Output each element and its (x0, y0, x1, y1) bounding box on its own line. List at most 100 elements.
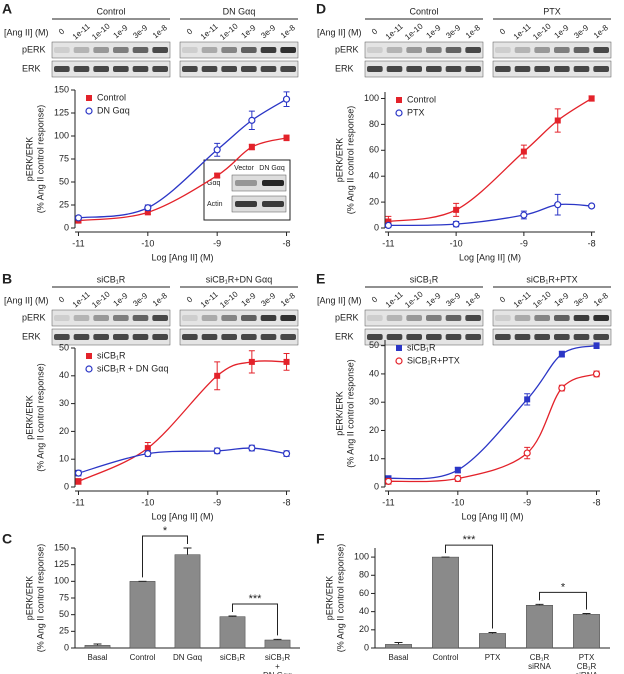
marker (248, 116, 256, 124)
blot-dose: 1e-9 (240, 291, 258, 309)
blot-dose: 3e-9 (572, 291, 590, 309)
blot-band (367, 315, 383, 321)
marker (283, 134, 290, 141)
y-tick-label: 100 (364, 93, 379, 103)
y-tick-label: 25 (59, 199, 69, 209)
panel-label: A (2, 1, 12, 17)
y-axis-label: pERK/ERK (334, 391, 344, 436)
blot-dose: 1e-10 (90, 21, 112, 41)
bar (526, 605, 553, 649)
blot-dose: 3e-9 (444, 291, 462, 309)
blot-band (534, 47, 550, 53)
blot-band (221, 66, 237, 72)
blot-band (514, 334, 531, 340)
marker (213, 146, 221, 154)
x-tick-label: -11 (72, 238, 84, 248)
blot-band (367, 334, 383, 340)
blot-band (201, 315, 218, 321)
blot-band (280, 315, 296, 321)
blot-band (367, 47, 383, 53)
marker (523, 449, 531, 457)
blot-dose: 0 (185, 26, 195, 36)
significance-bracket (142, 535, 188, 578)
blot-dose: 1e-11 (71, 22, 92, 42)
y-axis-label: pERK/ERK (324, 576, 334, 621)
blot-band (260, 66, 277, 72)
blot-membrane (179, 41, 299, 59)
x-tick-label: -11 (382, 238, 394, 248)
blot-dose: 1e-9 (112, 291, 130, 309)
y-tick-label: 40 (369, 171, 379, 181)
blot-membrane (492, 328, 612, 346)
blot-band (465, 47, 481, 53)
panel-label: C (2, 531, 12, 547)
blot-group-label: DN Gαq (223, 6, 256, 16)
blot-band (514, 315, 531, 321)
blot-dose: 1e-11 (512, 290, 533, 310)
y-tick-label: 0 (64, 481, 69, 491)
y-tick-label: 100 (354, 551, 369, 561)
blot-band (367, 66, 383, 72)
blot-band (426, 334, 442, 340)
marker (144, 204, 152, 212)
blot-band (73, 315, 90, 321)
y-tick-label: 40 (369, 368, 379, 378)
blot-row-label: ERK (22, 331, 41, 341)
blot-band (495, 47, 511, 53)
blot-dose: 1e-9 (425, 23, 443, 41)
panel-label: B (2, 271, 12, 287)
y-tick-label: 50 (369, 340, 379, 350)
blot-band (221, 334, 237, 340)
y-axis-label: (% Ang II control response) (35, 105, 45, 214)
blot-band (406, 315, 422, 321)
blot-band (113, 66, 129, 72)
blot-band (221, 315, 237, 321)
y-tick-label: 150 (54, 84, 69, 94)
blot-band (54, 334, 70, 340)
fit-line (388, 345, 597, 480)
legend-marker (396, 97, 402, 103)
blot-dose: 0 (57, 294, 67, 304)
bar (385, 644, 412, 649)
blot-band (554, 66, 570, 72)
blot-dose: 1e-10 (531, 21, 553, 41)
y-tick-label: 100 (54, 576, 69, 586)
bar (129, 581, 156, 649)
x-tick-label: -9 (520, 238, 528, 248)
marker (384, 477, 393, 485)
marker (282, 95, 291, 103)
marker (524, 396, 531, 403)
blot-dose-label: [Ang II] (M) (317, 295, 362, 305)
blot-band (406, 66, 422, 72)
error-bar (273, 638, 282, 640)
legend-label: SiCB₁R+PTX (407, 355, 460, 365)
y-tick-label: 60 (359, 588, 369, 598)
y-tick-label: 50 (59, 609, 69, 619)
y-tick-label: 75 (59, 153, 69, 163)
marker (213, 447, 221, 455)
blot-band (280, 334, 296, 340)
blot-band (445, 315, 462, 321)
x-tick-label: Control (130, 653, 156, 662)
blot-dose: 1e-11 (512, 22, 533, 42)
blot-membrane (51, 309, 171, 327)
blot-membrane (51, 328, 171, 346)
x-tick-label: -8 (588, 238, 596, 248)
y-tick-label: 30 (59, 398, 69, 408)
legend-label: Control (97, 92, 126, 102)
y-tick-label: 20 (369, 196, 379, 206)
blot-band (495, 66, 511, 72)
bar (573, 614, 600, 649)
error-bar (93, 643, 102, 646)
legend-marker (395, 357, 403, 365)
marker (248, 144, 255, 151)
y-tick-label: 30 (369, 397, 379, 407)
blot-row-label: pERK (335, 312, 359, 322)
y-axis-label: (% Ang II control response) (345, 359, 355, 468)
y-tick-label: 125 (54, 107, 69, 117)
blot-band (280, 47, 296, 53)
marker (453, 206, 460, 213)
x-tick-label: -10 (451, 497, 464, 507)
legend-marker (85, 107, 93, 115)
y-tick-label: 80 (369, 119, 379, 129)
